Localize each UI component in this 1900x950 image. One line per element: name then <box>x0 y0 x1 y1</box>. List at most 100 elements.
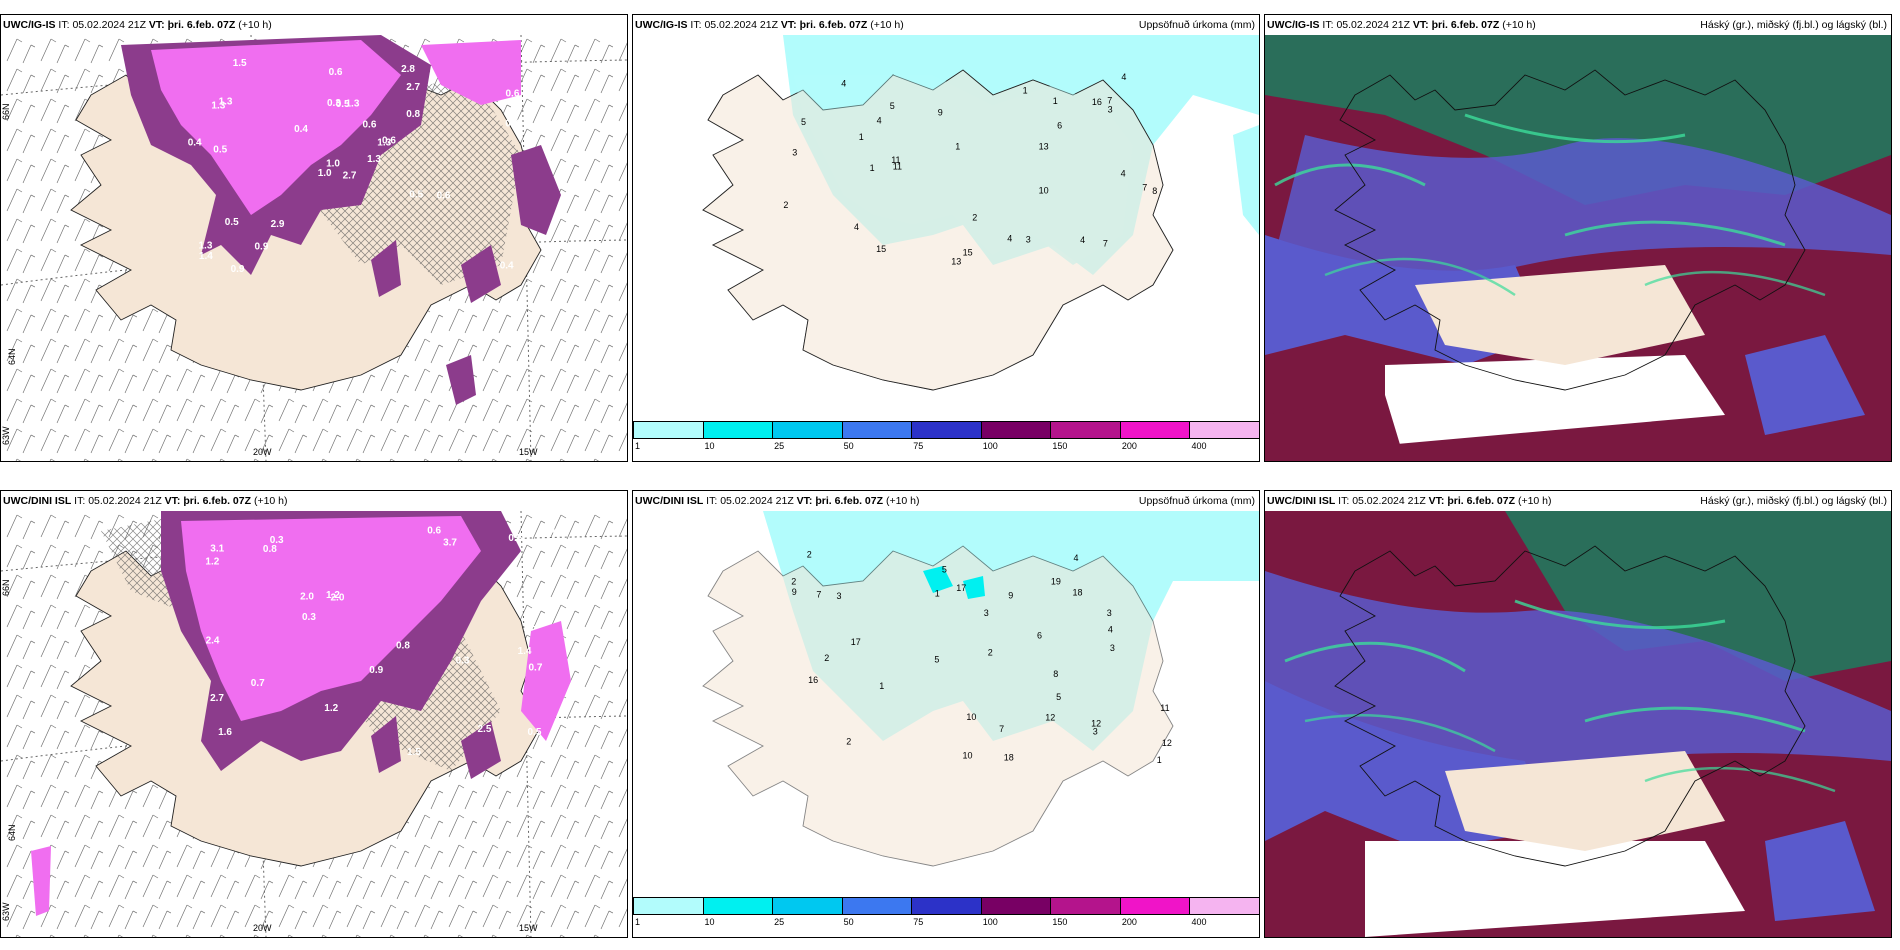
map-value-label: 3 <box>1108 104 1113 114</box>
map-value-label: 1.6 <box>218 727 232 738</box>
map-value-label: 0.5 <box>225 217 239 228</box>
map-value-label: 1.2 <box>326 590 340 601</box>
map-value-label: 7 <box>1107 95 1112 105</box>
map-value-label: 1.3 <box>211 101 225 112</box>
panel-title: Uppsöfnuð úrkoma (mm) <box>1138 19 1255 31</box>
model-name: UWC/IG-IS <box>3 19 56 31</box>
colorbar-tick: 100 <box>982 441 998 451</box>
map-value-label: 4 <box>1121 72 1126 82</box>
map-value-label: 0.5 <box>528 727 542 738</box>
colorbar-tick: 150 <box>1052 441 1068 451</box>
map-value-label: 13 <box>951 257 961 267</box>
lat-label: 64N <box>7 824 17 841</box>
map-value-label: 2 <box>988 648 993 658</box>
map-value-label: 0.6 <box>329 67 343 78</box>
map-value-label: 2 <box>846 737 851 747</box>
map-value-label: 0.5 <box>213 145 227 156</box>
map-value-label: 2 <box>783 200 788 210</box>
map-value-label: 19 <box>1051 577 1061 587</box>
panel-title: Uppsöfnuð úrkoma (mm) <box>1138 495 1255 507</box>
map-value-label: 1.4 <box>518 646 532 657</box>
map-value-label: 0.6 <box>427 525 441 536</box>
colorbar-tick: 200 <box>1121 917 1137 927</box>
lat-label: 66N <box>1 579 11 596</box>
panel-header: UWC/IG-IS IT: 05.02.2024 21Z VT: þri. 6.… <box>633 15 1259 35</box>
map-value-label: 0.3 <box>270 535 284 546</box>
cloud-panel-1: UWC/IG-IS IT: 05.02.2024 21Z VT: þri. 6.… <box>1264 14 1892 462</box>
panel-header: UWC/DINI ISL IT: 05.02.2024 21Z VT: þri.… <box>633 491 1259 511</box>
map-value-label: 0.3 <box>302 612 316 623</box>
colorbar-segment <box>911 897 982 915</box>
map-value-label: 2.7 <box>406 82 420 93</box>
colorbar-tick: 1 <box>635 917 641 927</box>
map-value-label: 0.5 <box>508 533 522 544</box>
map-value-label: 1 <box>1023 86 1028 96</box>
colorbar-tick: 200 <box>1121 441 1137 451</box>
map-value-label: 3 <box>984 608 989 618</box>
map-value-label: 2 <box>824 653 829 663</box>
colorbar-segment <box>841 897 913 915</box>
colorbar-tick: 75 <box>913 917 924 927</box>
map-value-label: 0.6 <box>506 89 520 100</box>
map-value-label: 4 <box>1108 624 1113 634</box>
colorbar-segment <box>1050 897 1121 915</box>
map-value-label: 1 <box>1157 755 1162 765</box>
valid-time: þri. 6.feb. 07Z <box>167 19 236 31</box>
colorbar-segment <box>1189 421 1259 439</box>
map-value-label: 2.0 <box>300 591 314 602</box>
map-value-label: 1.3 <box>367 154 381 165</box>
map-value-label: 0.6 <box>363 120 377 131</box>
map-value-label: 7 <box>816 590 821 600</box>
panel-header: UWC/IG-IS IT: 05.02.2024 21Z VT: þri. 6.… <box>1265 15 1891 35</box>
map-value-label: 2 <box>807 550 812 560</box>
map-value-label: 2.5 <box>478 724 492 735</box>
map-value-label: 8 <box>1053 669 1058 679</box>
colorbar-tick: 75 <box>913 441 924 451</box>
colorbar-segment <box>772 421 843 439</box>
map-value-label: 4 <box>1074 553 1079 563</box>
map-value-label: 1.0 <box>326 158 340 169</box>
colorbar-segment <box>633 421 704 439</box>
map-value-label: 6 <box>1037 631 1042 641</box>
map-value-label: 4 <box>1080 235 1085 245</box>
colorbar-segment <box>702 421 774 439</box>
map-value-label: 9 <box>1008 591 1013 601</box>
wind-value-labels: 0.3 1.4 1.6 0.3 2.0 2.5 2.7 3.7 2.0 1.5 1.2 2.4 3.1 0… <box>205 525 565 759</box>
colorbar-segment <box>980 421 1052 439</box>
map-value-label: 10 <box>963 750 973 760</box>
colorbar-tick: 400 <box>1191 917 1207 927</box>
map-value-label: 5 <box>801 117 806 127</box>
colorbar-segment <box>702 897 774 915</box>
map-value-label: 0.8 <box>396 640 410 651</box>
map-value-label: 0.4 <box>188 138 202 149</box>
colorbar-tick: 400 <box>1191 441 1207 451</box>
colorbar-tick: 50 <box>843 441 854 451</box>
map-value-label: 4 <box>1007 233 1012 243</box>
wind-value-labels: 2.71.31.01.31.32.92.81.32.71.31.50.40.50… <box>188 58 520 275</box>
colorbar-tick: 10 <box>704 441 715 451</box>
lead-time: (+10 h) <box>238 19 272 31</box>
map-value-label: 17 <box>851 637 861 647</box>
map-value-label: 1.0 <box>318 168 332 179</box>
lon-label: 63W <box>1 426 11 445</box>
map-value-label: 0.4 <box>500 260 514 271</box>
map-value-label: 1.3 <box>346 99 360 110</box>
map-value-label: 11 <box>1160 703 1169 713</box>
map-value-label: 0.7 <box>529 663 543 674</box>
map-value-label: 2.7 <box>210 693 224 704</box>
wind-panel-2: UWC/DINI ISL IT: 05.02.2024 21Z VT: þri.… <box>0 490 628 938</box>
colorbar: 1 10 25 50 75 100 150 200 400 <box>633 897 1259 937</box>
map-value-label: 1.0 <box>551 525 565 536</box>
map-value-label: 2 <box>972 213 977 223</box>
map-value-label: 1 <box>955 141 960 151</box>
map-value-label: 5 <box>934 655 939 665</box>
map-value-label: 11 <box>893 162 902 172</box>
map-value-label: 5 <box>890 101 895 111</box>
colorbar-segment <box>1119 421 1191 439</box>
map-value-label: 13 <box>1039 142 1049 152</box>
map-value-label: 3 <box>837 591 842 601</box>
map-value-label: 0.9 <box>255 242 269 253</box>
map-value-label: 0.6 <box>505 119 519 130</box>
map-value-label: 2.4 <box>206 635 220 646</box>
